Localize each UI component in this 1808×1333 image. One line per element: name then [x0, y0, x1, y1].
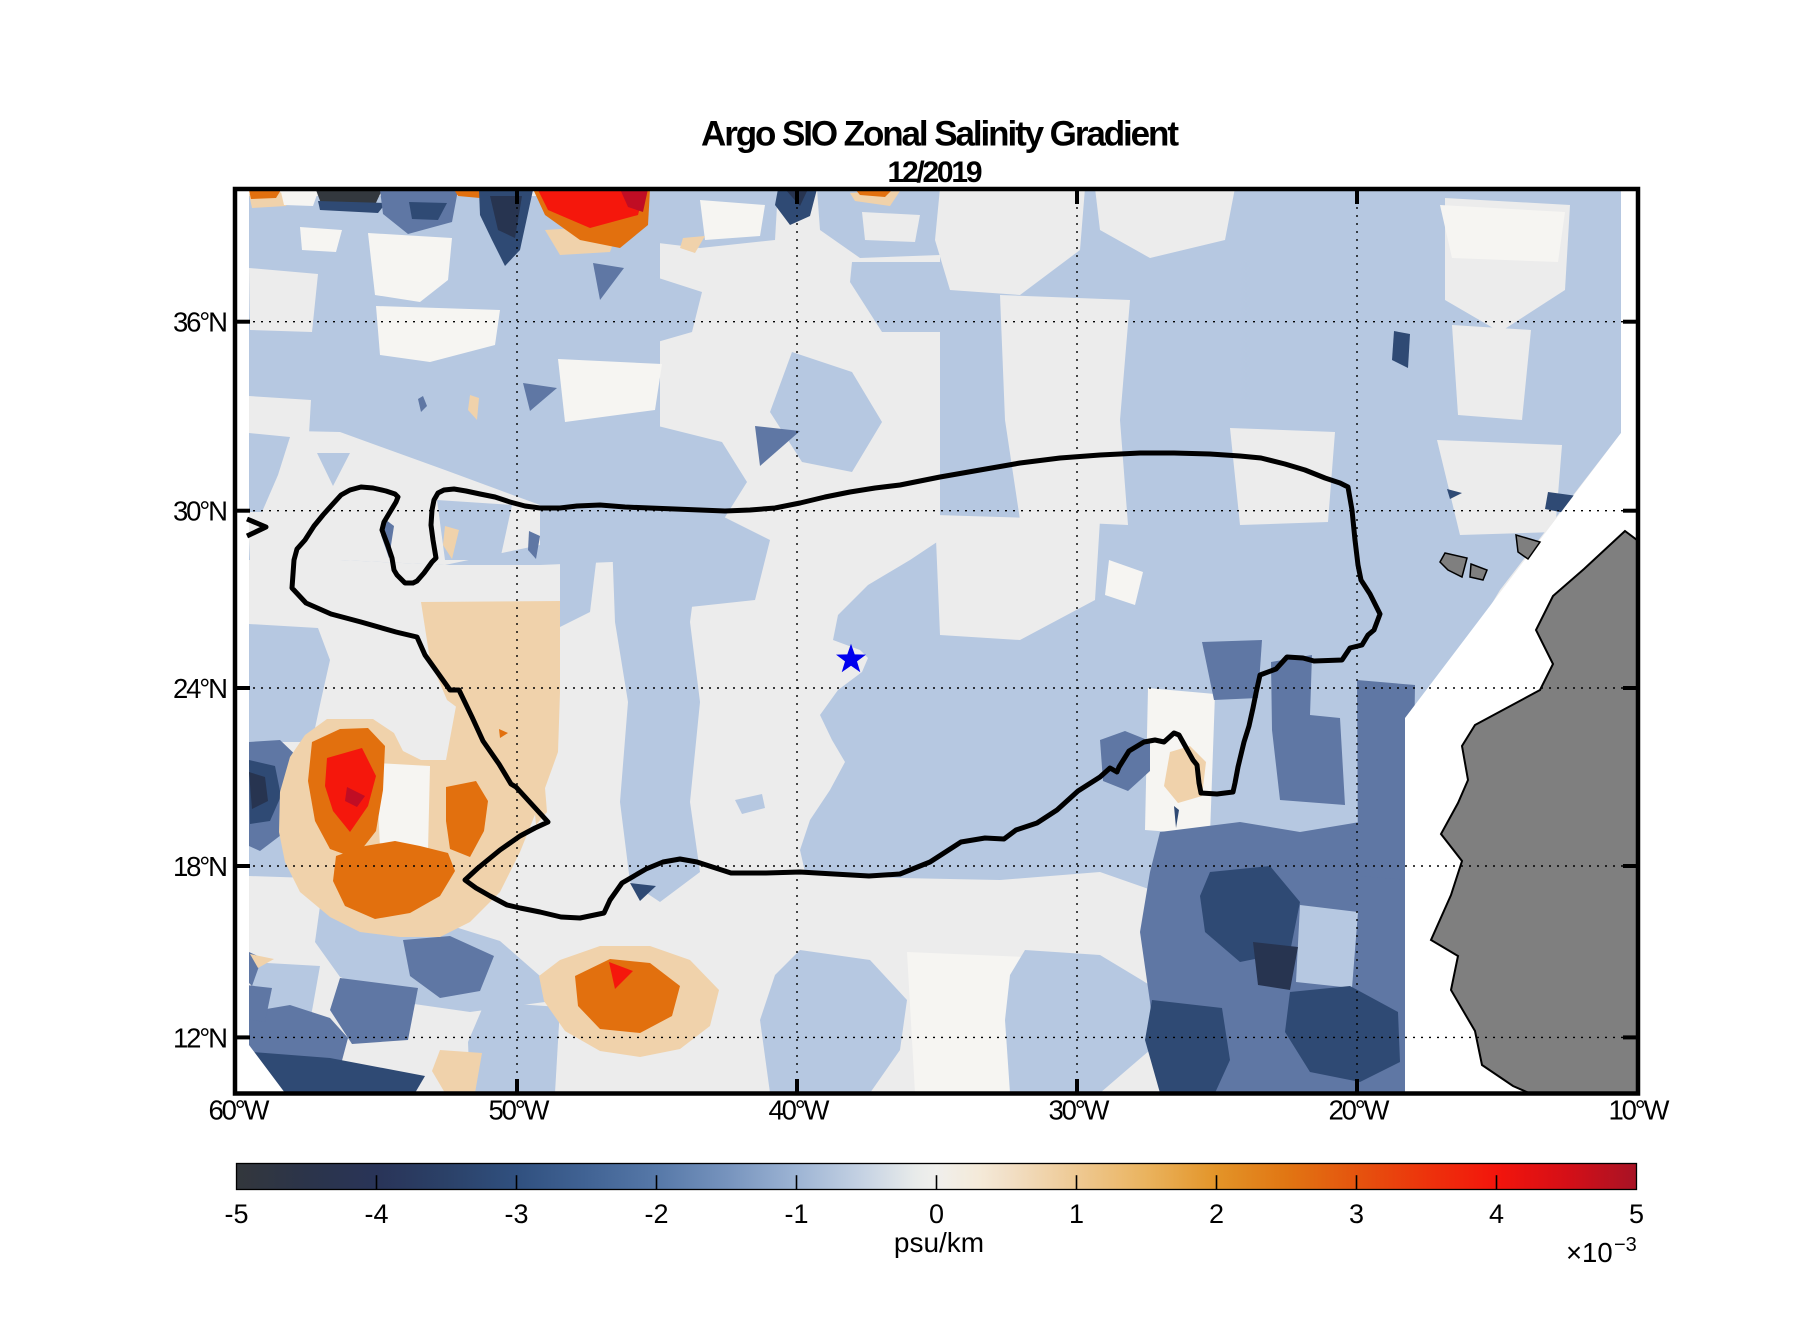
- svg-text:3: 3: [1349, 1199, 1364, 1229]
- svg-text:×10: ×10: [1566, 1237, 1613, 1268]
- svg-text:-2: -2: [644, 1199, 668, 1229]
- svg-text:12°N: 12°N: [173, 1022, 228, 1053]
- svg-text:18°N: 18°N: [173, 851, 228, 882]
- svg-text:24°N: 24°N: [173, 673, 228, 704]
- svg-text:-1: -1: [784, 1199, 808, 1229]
- svg-text:12/2019: 12/2019: [888, 156, 983, 189]
- svg-text:40°W: 40°W: [769, 1095, 830, 1126]
- svg-text:10°W: 10°W: [1609, 1095, 1670, 1126]
- svg-text:1: 1: [1069, 1199, 1084, 1229]
- svg-text:2: 2: [1209, 1199, 1224, 1229]
- svg-text:−3: −3: [1614, 1234, 1637, 1256]
- svg-text:psu/km: psu/km: [894, 1227, 984, 1258]
- svg-text:60°W: 60°W: [209, 1095, 270, 1126]
- svg-text:50°W: 50°W: [489, 1095, 550, 1126]
- svg-text:0: 0: [929, 1199, 944, 1229]
- svg-text:20°W: 20°W: [1329, 1095, 1390, 1126]
- svg-text:36°N: 36°N: [173, 307, 228, 338]
- svg-text:-4: -4: [364, 1199, 388, 1229]
- svg-text:-3: -3: [504, 1199, 528, 1229]
- svg-text:30°W: 30°W: [1049, 1095, 1110, 1126]
- svg-text:Argo SIO Zonal Salinity Gradie: Argo SIO Zonal Salinity Gradient: [701, 115, 1179, 154]
- svg-text:-5: -5: [224, 1199, 248, 1229]
- svg-text:5: 5: [1629, 1199, 1644, 1229]
- svg-text:30°N: 30°N: [173, 496, 228, 527]
- svg-text:4: 4: [1489, 1199, 1504, 1229]
